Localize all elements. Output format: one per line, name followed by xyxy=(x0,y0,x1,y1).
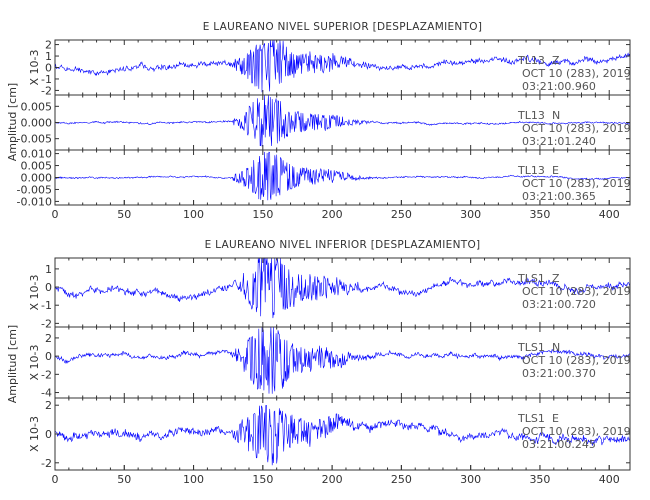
y-axis-label: Amplitud [cm] xyxy=(6,83,19,161)
x-tick-label: 100 xyxy=(183,208,204,221)
seismic-trace xyxy=(54,39,631,93)
unit-label: X 10-3 xyxy=(28,416,41,452)
y-tick-label: -4 xyxy=(41,387,52,400)
y-axis-label: Amplitud [cm] xyxy=(6,325,19,403)
component-code: N xyxy=(552,109,560,122)
y-tick-label: -2 xyxy=(41,368,52,381)
y-tick-label: 2 xyxy=(45,332,52,345)
y-tick-label: 0 xyxy=(45,281,52,294)
seismic-trace xyxy=(54,405,631,466)
x-tick-label: 50 xyxy=(117,208,131,221)
y-tick-label: -1 xyxy=(41,73,52,86)
seismic-trace xyxy=(54,326,631,394)
component-code: Z xyxy=(552,54,560,67)
x-tick-label: 350 xyxy=(529,208,550,221)
chart-title: E LAUREANO NIVEL SUPERIOR [DESPLAZAMIENT… xyxy=(203,21,483,33)
y-tick-label: -0.005 xyxy=(17,183,52,196)
record-date: OCT 10 (283), 2019 xyxy=(522,177,631,190)
station-code: TL13 xyxy=(517,164,545,177)
y-tick-label: 0.005 xyxy=(21,100,53,113)
x-tick-label: 200 xyxy=(322,208,343,221)
record-time: 03:21:00.720 xyxy=(522,298,596,311)
seismic-trace xyxy=(54,257,631,319)
record-time: 03:21:01.240 xyxy=(522,135,596,148)
y-tick-label: -2 xyxy=(41,84,52,97)
x-tick-label: 150 xyxy=(252,473,273,486)
y-tick-label: 0.000 xyxy=(21,172,53,185)
y-tick-label: -0.005 xyxy=(17,133,52,146)
record-time: 03:21:00.245 xyxy=(522,438,596,451)
component-code: N xyxy=(552,341,560,354)
y-tick-label: 1 xyxy=(45,263,52,276)
station-code: TL13 xyxy=(517,109,545,122)
record-date: OCT 10 (283), 2019 xyxy=(522,122,631,135)
x-tick-label: 50 xyxy=(117,473,131,486)
x-tick-label: 250 xyxy=(391,208,412,221)
component-code: E xyxy=(552,412,559,425)
x-tick-label: 0 xyxy=(52,473,59,486)
chart-1: E LAUREANO NIVEL SUPERIOR [DESPLAZAMIENT… xyxy=(6,21,631,221)
y-tick-label: -1 xyxy=(41,299,52,312)
station-code: TLS1 xyxy=(517,412,545,425)
component-code: Z xyxy=(552,272,560,285)
unit-label: X 10-3 xyxy=(28,50,41,86)
x-tick-label: 400 xyxy=(599,208,620,221)
y-tick-label: 0 xyxy=(45,350,52,363)
y-tick-label: 1 xyxy=(45,50,52,63)
x-tick-label: 350 xyxy=(529,473,550,486)
record-date: OCT 10 (283), 2019 xyxy=(522,354,631,367)
seismic-trace xyxy=(54,94,631,147)
y-tick-label: 0.005 xyxy=(21,160,53,173)
x-tick-label: 400 xyxy=(599,473,620,486)
record-time: 03:21:00.960 xyxy=(522,80,596,93)
seismic-trace xyxy=(54,151,631,201)
record-date: OCT 10 (283), 2019 xyxy=(522,285,631,298)
record-date: OCT 10 (283), 2019 xyxy=(522,67,631,80)
y-tick-label: 0 xyxy=(45,428,52,441)
x-tick-label: 300 xyxy=(460,473,481,486)
x-tick-label: 0 xyxy=(52,208,59,221)
x-tick-label: 150 xyxy=(252,208,273,221)
y-tick-label: 0.010 xyxy=(21,148,53,161)
y-tick-label: -2 xyxy=(41,457,52,470)
y-tick-label: -0.010 xyxy=(17,195,52,208)
component-code: E xyxy=(552,164,559,177)
unit-label: X 10-3 xyxy=(28,275,41,311)
y-tick-label: 0 xyxy=(45,62,52,75)
station-code: TL13 xyxy=(517,54,545,67)
y-tick-label: 0.000 xyxy=(21,117,53,130)
record-date: OCT 10 (283), 2019 xyxy=(522,425,631,438)
chart-title: E LAUREANO NIVEL INFERIOR [DESPLAZAMIENT… xyxy=(205,239,481,251)
y-tick-label: 2 xyxy=(45,399,52,412)
x-tick-label: 300 xyxy=(460,208,481,221)
station-code: TLS1 xyxy=(517,341,545,354)
record-time: 03:21:00.370 xyxy=(522,367,596,380)
x-tick-label: 100 xyxy=(183,473,204,486)
x-tick-label: 250 xyxy=(391,473,412,486)
record-time: 03:21:00.365 xyxy=(522,190,596,203)
y-tick-label: 2 xyxy=(45,39,52,52)
y-tick-label: -2 xyxy=(41,317,52,330)
station-code: TLS1 xyxy=(517,272,545,285)
chart-2: E LAUREANO NIVEL INFERIOR [DESPLAZAMIENT… xyxy=(6,239,631,486)
x-tick-label: 200 xyxy=(322,473,343,486)
unit-label: X 10-3 xyxy=(28,345,41,381)
